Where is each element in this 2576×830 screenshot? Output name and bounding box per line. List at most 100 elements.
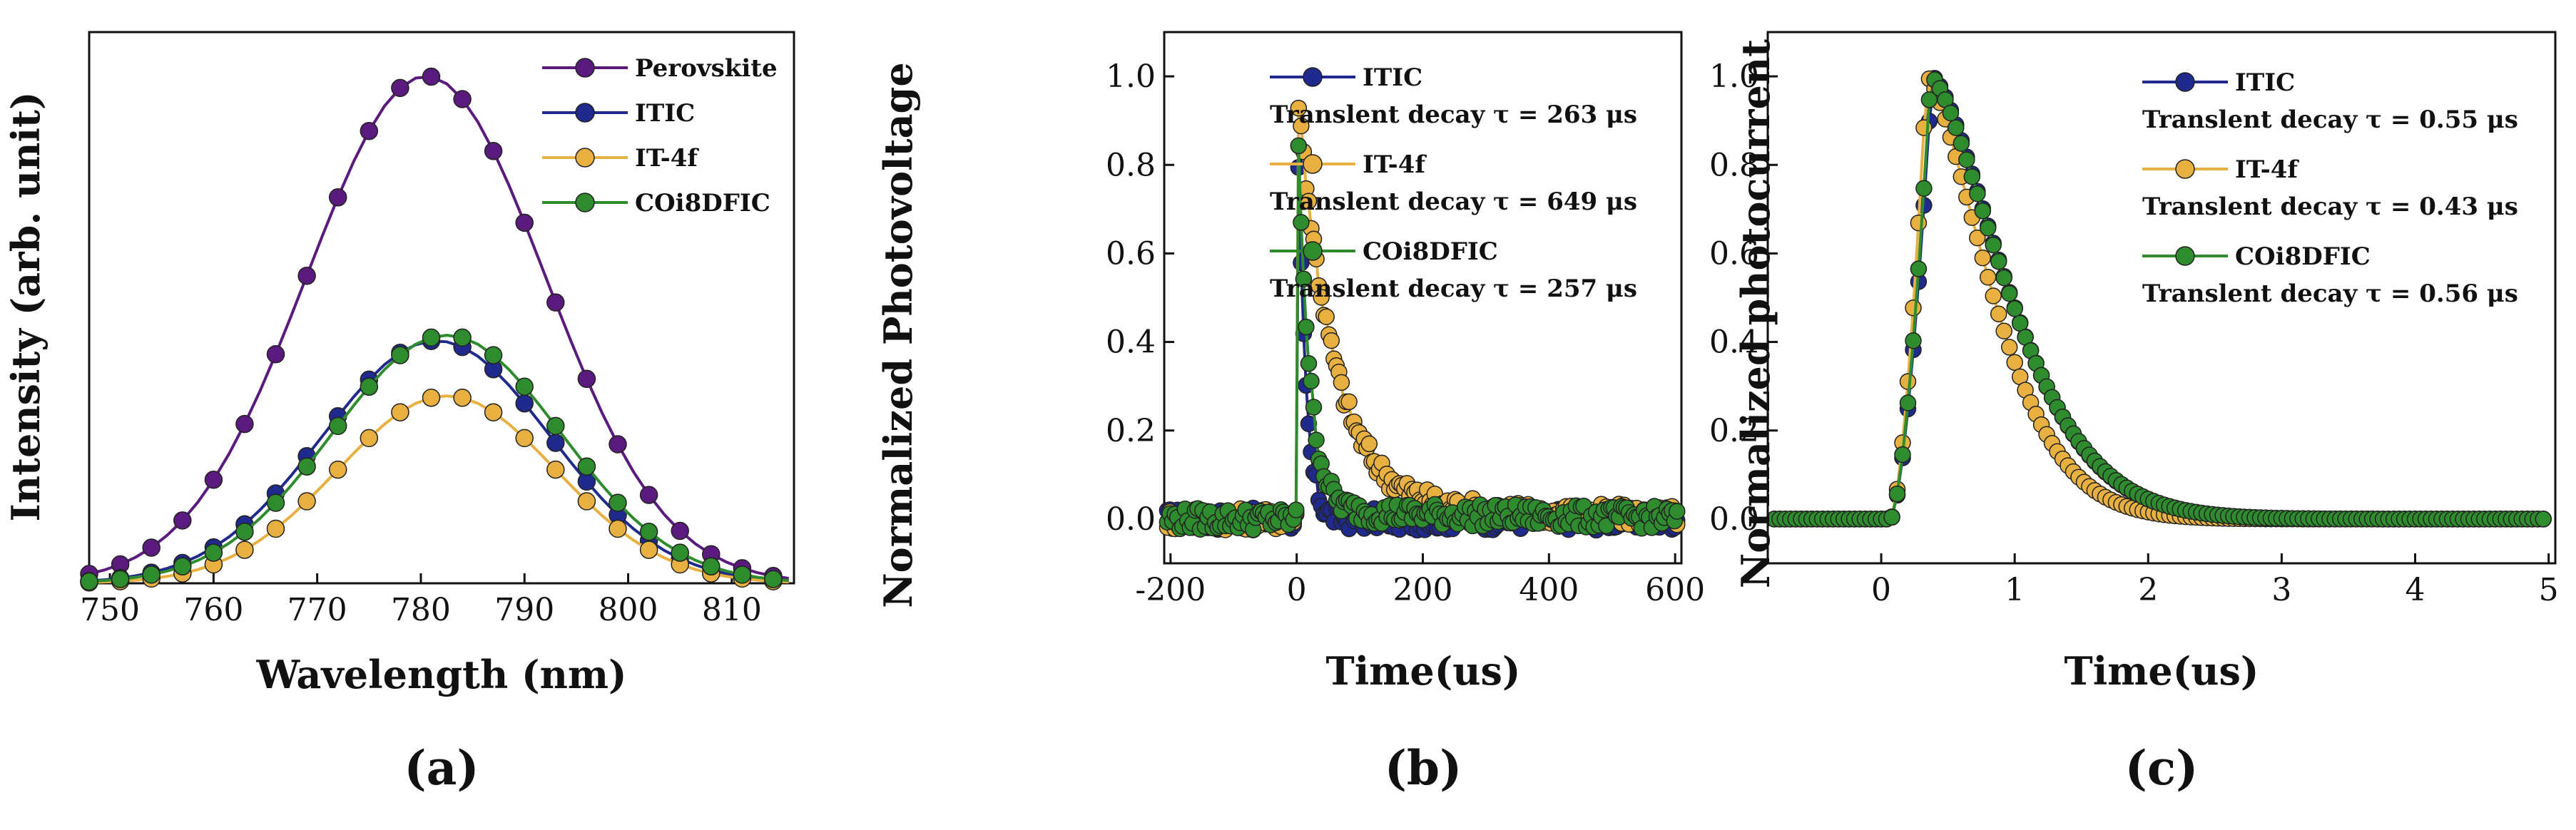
data-point bbox=[1995, 269, 2012, 287]
x-tick-label: 3 bbox=[2271, 572, 2291, 608]
data-point bbox=[1979, 269, 1997, 286]
data-point bbox=[1969, 229, 1986, 247]
data-point bbox=[1298, 318, 1315, 336]
y-axis-title: Intensity (arb. unit) bbox=[3, 92, 49, 522]
data-point bbox=[297, 457, 316, 476]
data-point bbox=[546, 293, 565, 312]
data-point bbox=[2000, 339, 2018, 356]
data-point bbox=[2011, 314, 2029, 332]
data-point bbox=[204, 471, 223, 489]
legend-label: ITIC bbox=[635, 99, 695, 128]
y-tick-label: 1.0 bbox=[1106, 58, 1156, 95]
data-point bbox=[173, 511, 192, 530]
data-point bbox=[609, 519, 627, 538]
data-point bbox=[391, 346, 409, 364]
data-point bbox=[764, 570, 783, 588]
data-point bbox=[1293, 214, 1310, 231]
data-point bbox=[546, 460, 565, 479]
data-point bbox=[204, 543, 223, 562]
x-axis-title: Wavelength (nm) bbox=[255, 652, 626, 697]
data-point bbox=[328, 416, 347, 436]
legend-label: Perovskite bbox=[635, 54, 778, 83]
decay-annotation: Translent decay τ = 0.56 μs bbox=[2142, 280, 2518, 308]
legend-label: ITIC bbox=[2235, 68, 2295, 97]
data-point bbox=[1979, 220, 1997, 237]
x-tick-label: 780 bbox=[391, 592, 451, 628]
data-point bbox=[422, 328, 441, 347]
data-point bbox=[1333, 374, 1350, 391]
y-axis-title: Normalized Photovoltage bbox=[875, 62, 921, 608]
y-tick-label: 0.4 bbox=[1106, 324, 1156, 361]
x-tick-label: 400 bbox=[1519, 572, 1579, 608]
data-point bbox=[328, 460, 347, 479]
data-point bbox=[1883, 508, 1900, 526]
decay-annotation: Translent decay τ = 0.43 μs bbox=[2142, 193, 2518, 221]
data-point bbox=[1308, 431, 1325, 449]
series-coi8dfic bbox=[80, 328, 789, 591]
data-point bbox=[484, 346, 503, 364]
x-tick-label: 760 bbox=[183, 592, 243, 628]
x-tick-label: 750 bbox=[80, 592, 140, 628]
x-tick-label: 4 bbox=[2406, 572, 2425, 608]
data-point bbox=[577, 369, 596, 389]
data-point bbox=[639, 522, 658, 541]
legend-marker bbox=[1303, 241, 1323, 261]
data-point bbox=[1313, 289, 1330, 306]
data-point bbox=[173, 557, 192, 576]
data-point bbox=[1990, 253, 2007, 270]
data-point bbox=[235, 522, 254, 541]
data-point bbox=[1323, 332, 1340, 349]
data-point bbox=[1894, 446, 1911, 463]
series-line bbox=[1166, 167, 1679, 536]
y-tick-label: 0.8 bbox=[1709, 147, 1759, 183]
data-point bbox=[1288, 501, 1305, 518]
x-tick-label: 5 bbox=[2539, 572, 2559, 608]
series-perovskite bbox=[80, 67, 789, 585]
data-point bbox=[515, 429, 534, 448]
data-point bbox=[639, 486, 658, 504]
legend-label: COi8DFIC bbox=[1363, 237, 1498, 266]
y-tick-label: 0.6 bbox=[1106, 235, 1156, 272]
y-tick-label: 0.2 bbox=[1709, 413, 1759, 449]
data-point bbox=[1318, 308, 1335, 325]
data-point bbox=[515, 377, 534, 396]
legend-marker bbox=[1303, 154, 1323, 174]
data-point bbox=[1910, 214, 1928, 232]
data-point bbox=[360, 377, 379, 396]
data-point bbox=[2535, 511, 2552, 528]
data-point bbox=[2006, 354, 2023, 372]
decay-annotation: Translent decay τ = 257 μs bbox=[1270, 275, 1637, 303]
y-tick-label: 0.2 bbox=[1106, 413, 1156, 449]
data-point bbox=[422, 389, 441, 407]
series-coi8dfic bbox=[1159, 137, 1686, 538]
data-point bbox=[1303, 372, 1320, 390]
legend-marker bbox=[575, 193, 595, 212]
legend-label: IT-4f bbox=[635, 144, 699, 173]
decay-annotation: Translent decay τ = 649 μs bbox=[1270, 188, 1637, 216]
data-point bbox=[609, 493, 627, 512]
series-coi8dfic bbox=[1766, 71, 2552, 528]
legend-label: IT-4f bbox=[2235, 155, 2299, 184]
data-point bbox=[1360, 435, 1378, 453]
data-point bbox=[609, 435, 627, 454]
data-point bbox=[235, 540, 254, 559]
y-tick-label: 0.8 bbox=[1106, 147, 1156, 183]
data-point bbox=[1985, 236, 2002, 254]
data-point bbox=[235, 414, 254, 434]
x-tick-label: 810 bbox=[702, 592, 762, 628]
data-point bbox=[1942, 104, 1960, 122]
x-tick-label: 200 bbox=[1393, 572, 1453, 608]
data-point bbox=[1985, 287, 2002, 304]
data-point bbox=[1905, 299, 1922, 317]
series-itic bbox=[1159, 159, 1686, 539]
x-tick-label: 1 bbox=[2005, 572, 2025, 608]
data-point bbox=[142, 565, 161, 584]
legend-label: COi8DFIC bbox=[2235, 242, 2371, 271]
data-point bbox=[360, 121, 379, 140]
data-point bbox=[1905, 332, 1922, 349]
data-point bbox=[111, 570, 130, 588]
data-point bbox=[142, 538, 161, 557]
data-point bbox=[453, 90, 472, 108]
data-point bbox=[515, 394, 534, 413]
